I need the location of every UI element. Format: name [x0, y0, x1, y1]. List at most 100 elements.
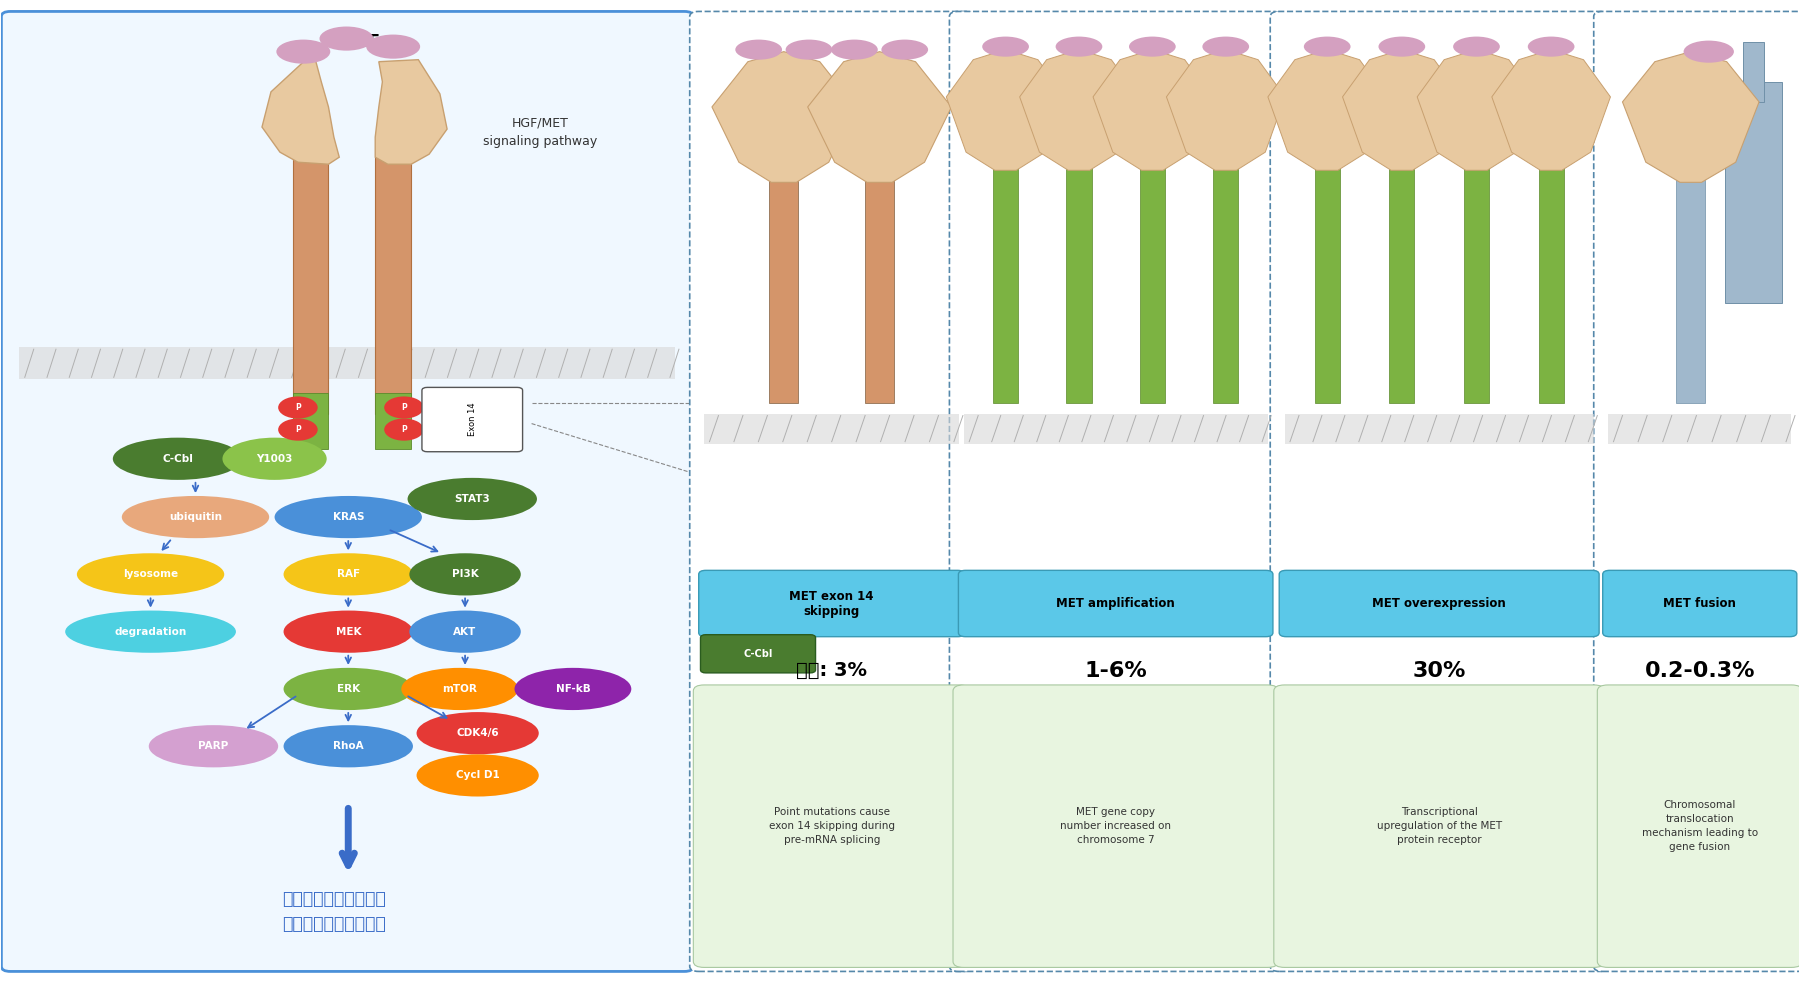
FancyBboxPatch shape: [949, 11, 1282, 972]
Ellipse shape: [1528, 36, 1575, 56]
Ellipse shape: [113, 437, 243, 480]
Text: MET amplification: MET amplification: [1057, 597, 1175, 610]
Text: C-Cbl: C-Cbl: [743, 649, 772, 659]
Text: MET fusion: MET fusion: [1663, 597, 1737, 610]
Ellipse shape: [1379, 36, 1426, 56]
Bar: [293, 157, 328, 413]
Ellipse shape: [284, 611, 412, 653]
FancyBboxPatch shape: [1597, 685, 1800, 968]
Text: METシグナルの恒常的な活性化: METシグナルの恒常的な活性化: [1300, 942, 1471, 961]
Bar: [1314, 167, 1339, 403]
Text: RhoA: RhoA: [333, 741, 364, 751]
Polygon shape: [374, 59, 446, 164]
Bar: [1539, 167, 1564, 403]
Text: mTOR: mTOR: [443, 684, 477, 694]
Bar: [1463, 167, 1489, 403]
Polygon shape: [1267, 49, 1386, 170]
Ellipse shape: [277, 39, 329, 64]
Text: HGF: HGF: [342, 32, 380, 50]
FancyBboxPatch shape: [700, 635, 815, 673]
Ellipse shape: [1453, 36, 1499, 56]
Ellipse shape: [1683, 40, 1733, 62]
Polygon shape: [1417, 49, 1535, 170]
Text: MET overexpression: MET overexpression: [1372, 597, 1507, 610]
Bar: [1066, 167, 1091, 403]
Bar: [1213, 167, 1238, 403]
Ellipse shape: [983, 36, 1030, 56]
Ellipse shape: [1202, 36, 1249, 56]
Ellipse shape: [416, 754, 538, 796]
Text: ERK: ERK: [337, 684, 360, 694]
Bar: [1607, 413, 1791, 444]
Text: P: P: [295, 425, 301, 434]
Bar: [866, 177, 895, 403]
Bar: [994, 167, 1019, 403]
Text: CDK4/6: CDK4/6: [457, 728, 499, 738]
Ellipse shape: [1022, 764, 1210, 897]
Text: degradation: degradation: [115, 627, 187, 637]
Bar: [769, 177, 797, 403]
Text: RAF: RAF: [337, 570, 360, 580]
FancyBboxPatch shape: [698, 571, 965, 637]
Ellipse shape: [515, 668, 632, 710]
Ellipse shape: [279, 418, 319, 440]
Text: PARP: PARP: [198, 741, 229, 751]
Text: AKT: AKT: [454, 627, 477, 637]
Ellipse shape: [319, 26, 373, 50]
Ellipse shape: [416, 712, 538, 754]
Polygon shape: [808, 51, 952, 182]
Polygon shape: [1622, 51, 1759, 182]
Bar: [374, 157, 410, 413]
Text: P: P: [401, 403, 407, 412]
Text: lysosome: lysosome: [122, 570, 178, 580]
Polygon shape: [1343, 49, 1462, 170]
Ellipse shape: [275, 496, 421, 538]
Text: 0.2-0.3%: 0.2-0.3%: [1645, 661, 1755, 680]
Ellipse shape: [401, 668, 518, 710]
Ellipse shape: [1015, 760, 1217, 901]
Ellipse shape: [279, 396, 319, 418]
Ellipse shape: [77, 553, 225, 596]
FancyBboxPatch shape: [2, 11, 693, 972]
Ellipse shape: [409, 553, 520, 596]
FancyBboxPatch shape: [1593, 11, 1800, 972]
FancyBboxPatch shape: [693, 685, 970, 968]
Ellipse shape: [284, 553, 412, 596]
Text: P: P: [401, 425, 407, 434]
Text: ubiquitin: ubiquitin: [169, 512, 221, 522]
Bar: [20, 347, 675, 379]
Ellipse shape: [409, 611, 520, 653]
Text: Exon 14: Exon 14: [468, 403, 477, 436]
Polygon shape: [1492, 49, 1611, 170]
Text: PI3K: PI3K: [452, 570, 479, 580]
Text: HGF/MET
signaling pathway: HGF/MET signaling pathway: [484, 117, 598, 148]
Bar: [293, 393, 328, 449]
Ellipse shape: [383, 396, 423, 418]
Ellipse shape: [785, 39, 832, 59]
FancyBboxPatch shape: [1602, 571, 1796, 637]
Bar: [1285, 413, 1593, 444]
FancyBboxPatch shape: [952, 685, 1278, 968]
Bar: [963, 413, 1267, 444]
Ellipse shape: [1024, 766, 1206, 895]
Text: Point mutations cause
exon 14 skipping during
pre-mRNA splicing: Point mutations cause exon 14 skipping d…: [769, 807, 895, 845]
Text: Transcriptional
upregulation of the MET
protein receptor: Transcriptional upregulation of the MET …: [1377, 807, 1501, 845]
Text: 頻度: 3%: 頻度: 3%: [796, 661, 868, 680]
FancyBboxPatch shape: [421, 387, 522, 452]
Text: Chromosomal
translocation
mechanism leading to
gene fusion: Chromosomal translocation mechanism lead…: [1642, 800, 1759, 852]
FancyBboxPatch shape: [958, 571, 1273, 637]
Polygon shape: [263, 58, 338, 164]
Text: 1-6%: 1-6%: [1084, 661, 1147, 680]
FancyBboxPatch shape: [1271, 11, 1607, 972]
Ellipse shape: [383, 418, 423, 440]
Text: KRAS: KRAS: [333, 512, 364, 522]
Text: NF-kB: NF-kB: [556, 684, 590, 694]
Bar: [1742, 41, 1764, 102]
Bar: [1676, 177, 1705, 403]
Ellipse shape: [736, 39, 781, 59]
Bar: [1724, 82, 1782, 303]
Text: 30%: 30%: [1413, 661, 1465, 680]
Ellipse shape: [122, 496, 270, 538]
Polygon shape: [1166, 49, 1285, 170]
FancyBboxPatch shape: [1280, 571, 1598, 637]
